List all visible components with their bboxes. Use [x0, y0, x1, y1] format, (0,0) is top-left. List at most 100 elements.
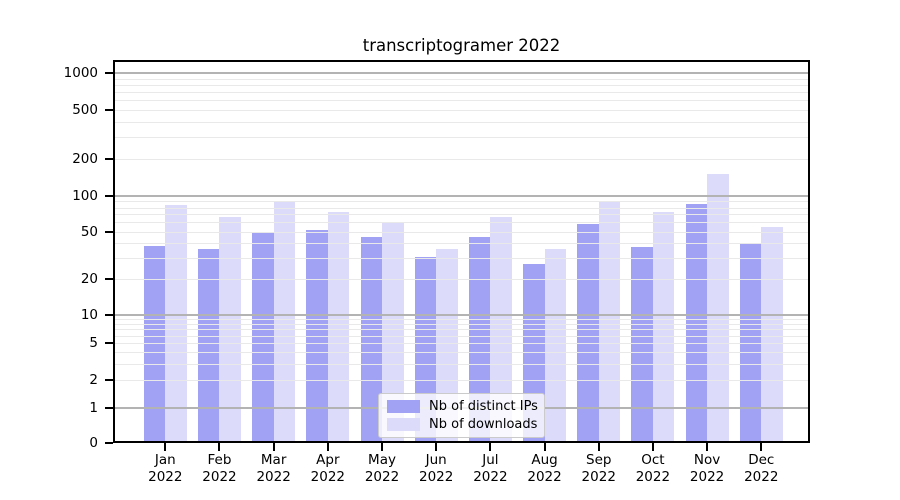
legend-swatch-distinct-ips [387, 399, 420, 413]
bar-sep-distinct-ips [577, 224, 599, 441]
x-tick-year-aug: 2022 [527, 468, 562, 485]
x-tick-feb [218, 443, 221, 451]
minor-gridline-80 [115, 207, 808, 209]
x-tick-label-jun: Jun 2022 [408, 452, 464, 485]
y-tick-label-5: 5 [89, 334, 98, 351]
minor-gridline-8 [115, 324, 808, 325]
bar-oct-distinct-ips [631, 247, 653, 441]
minor-gridline-3 [115, 363, 808, 365]
y-tick-label-20: 20 [80, 271, 98, 288]
minor-gridline-700 [115, 92, 808, 94]
x-tick-nov [706, 443, 709, 451]
legend-item-downloads: Nb of downloads [387, 417, 537, 432]
x-tick-jul [489, 443, 492, 451]
minor-gridline-600 [115, 100, 808, 102]
x-tick-label-aug: Aug 2022 [517, 452, 573, 485]
bar-nov-downloads [707, 174, 729, 441]
y-tick-label-200: 200 [72, 150, 98, 167]
x-tick-month-jan: Jan [154, 452, 176, 468]
bar-dec-downloads [761, 226, 783, 441]
y-tick-label-100: 100 [72, 188, 98, 204]
y-tick-20 [105, 278, 113, 281]
y-tick-5 [105, 341, 113, 344]
minor-gridline-40 [115, 243, 808, 245]
minor-gridline-2 [115, 380, 808, 381]
x-tick-oct [651, 443, 654, 451]
x-tick-year-sep: 2022 [581, 468, 616, 485]
x-tick-month-dec: Dec [748, 452, 775, 468]
minor-gridline-50 [115, 231, 808, 233]
bar-sep-downloads [598, 201, 621, 441]
bar-jul-downloads [490, 216, 512, 441]
x-tick-label-sep: Sep 2022 [571, 452, 627, 485]
y-tick-2 [105, 379, 113, 381]
bar-jan-downloads [165, 205, 187, 441]
x-tick-aug [543, 443, 546, 451]
x-tick-label-may: May 2022 [354, 452, 410, 485]
x-tick-month-oct: Oct [641, 452, 665, 468]
y-tick-100 [105, 195, 113, 197]
x-tick-sep [597, 443, 600, 451]
minor-gridline-60 [115, 222, 808, 224]
major-gridline-10 [115, 314, 808, 316]
x-tick-label-jan: Jan 2022 [137, 452, 193, 485]
x-tick-dec [760, 443, 763, 451]
y-tick-label-1000: 1000 [63, 65, 98, 81]
legend-swatch-downloads [387, 418, 420, 432]
minor-gridline-900 [115, 78, 808, 80]
bar-may-downloads [382, 223, 404, 441]
x-tick-label-mar: Mar 2022 [246, 452, 302, 485]
bar-apr-distinct-ips [306, 229, 328, 441]
minor-gridline-9 [115, 319, 808, 321]
y-tick-label-1: 1 [89, 400, 98, 416]
x-tick-label-feb: Feb 2022 [191, 452, 247, 485]
chart-title: transcriptogramer 2022 [362, 36, 561, 55]
x-tick-jun [435, 443, 438, 451]
bar-may-distinct-ips [360, 237, 383, 441]
minor-gridline-800 [115, 84, 808, 86]
grid-layer [115, 62, 808, 441]
x-tick-month-aug: Aug [531, 452, 558, 468]
y-tick-1000 [105, 72, 113, 74]
bar-dec-distinct-ips [739, 243, 762, 441]
bar-feb-downloads [219, 217, 241, 441]
minor-gridline-70 [115, 214, 808, 216]
x-tick-apr [326, 443, 329, 451]
x-tick-month-nov: Nov [693, 452, 721, 468]
legend-label-distinct-ips: Nb of distinct IPs [429, 398, 538, 414]
minor-gridline-4 [115, 352, 808, 353]
x-tick-month-mar: Mar [260, 452, 287, 468]
y-tick-500 [105, 109, 113, 112]
bar-nov-distinct-ips [685, 204, 708, 441]
x-tick-year-oct: 2022 [635, 468, 671, 485]
x-tick-label-dec: Dec 2022 [733, 452, 789, 485]
x-tick-may [381, 443, 384, 451]
minor-gridline-20 [115, 279, 808, 281]
y-tick-label-10: 10 [80, 307, 98, 323]
x-tick-year-jul: 2022 [473, 468, 508, 485]
x-tick-year-nov: 2022 [689, 468, 725, 485]
y-tick-0 [105, 442, 113, 444]
y-tick-1 [105, 407, 113, 409]
x-tick-month-may: May [368, 452, 396, 468]
x-tick-year-jan: 2022 [148, 468, 183, 485]
plot-area [113, 60, 810, 443]
bar-mar-downloads [273, 201, 296, 441]
y-tick-50 [105, 230, 113, 233]
x-tick-label-oct: Oct 2022 [625, 452, 681, 485]
legend: Nb of distinct IPs Nb of downloads [378, 393, 545, 438]
minor-gridline-30 [115, 258, 808, 260]
x-tick-month-sep: Sep [586, 452, 612, 468]
minor-gridline-5 [115, 342, 808, 344]
bar-oct-downloads [652, 212, 675, 441]
y-tick-10 [105, 314, 113, 316]
minor-gridline-90 [115, 201, 808, 203]
x-tick-year-jun: 2022 [419, 468, 454, 485]
bars-layer [115, 62, 808, 441]
x-tick-month-jul: Jul [482, 452, 499, 468]
minor-gridline-7 [115, 329, 808, 331]
x-tick-label-nov: Nov 2022 [679, 452, 735, 485]
x-tick-month-apr: Apr [316, 452, 340, 468]
minor-gridline-200 [115, 158, 808, 160]
